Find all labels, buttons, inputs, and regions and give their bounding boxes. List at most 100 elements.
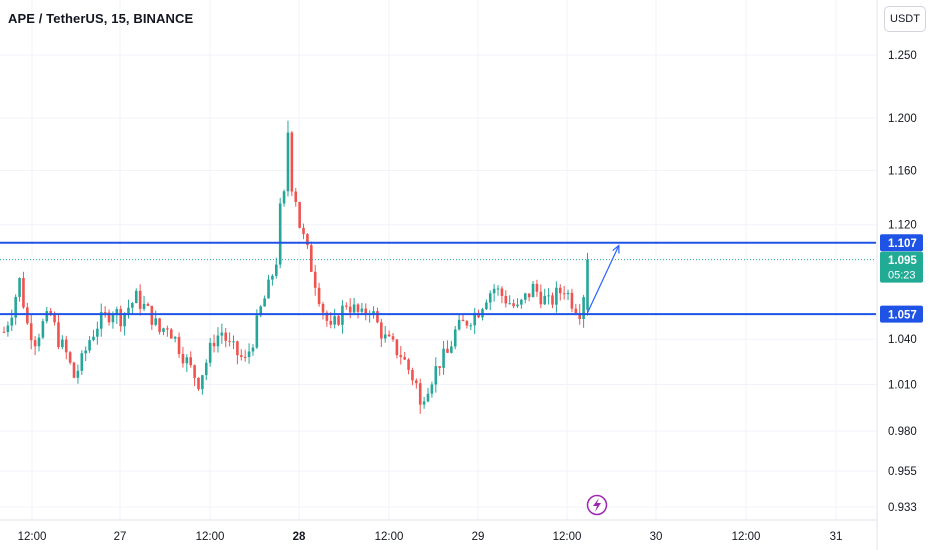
candle-up[interactable] (368, 310, 371, 323)
candle-down[interactable] (306, 233, 309, 249)
candle-down[interactable] (415, 378, 418, 389)
candle-up[interactable] (204, 359, 208, 381)
candle-up[interactable] (492, 284, 496, 302)
candle-up[interactable] (352, 297, 356, 316)
arrow-up-right-icon[interactable] (586, 244, 620, 313)
horizontal-levels[interactable] (0, 241, 876, 316)
candle-down[interactable] (228, 332, 231, 347)
candle-up[interactable] (10, 309, 14, 331)
candle-up[interactable] (566, 289, 570, 301)
candle-up[interactable] (123, 312, 126, 336)
candle-down[interactable] (411, 367, 414, 386)
candle-down[interactable] (243, 349, 247, 362)
candle-up[interactable] (434, 357, 438, 393)
candle-down[interactable] (504, 290, 508, 308)
candle-up[interactable] (251, 344, 255, 356)
candle-up[interactable] (131, 301, 134, 316)
candle-down[interactable] (313, 265, 317, 296)
candle-up[interactable] (516, 298, 519, 309)
candle-down[interactable] (169, 327, 173, 339)
candle-down[interactable] (325, 310, 329, 327)
candle-up[interactable] (208, 338, 212, 367)
candle-down[interactable] (294, 187, 298, 207)
candle-up[interactable] (142, 295, 146, 312)
candle-down[interactable] (500, 286, 504, 304)
candle-up[interactable] (555, 281, 558, 313)
candle-up[interactable] (115, 306, 119, 324)
candle-up[interactable] (76, 364, 80, 384)
candle-down[interactable] (399, 346, 403, 365)
candle-down[interactable] (446, 340, 449, 354)
candle-down[interactable] (197, 377, 200, 391)
candle-up[interactable] (383, 325, 387, 343)
candle-up[interactable] (154, 310, 158, 327)
candle-down[interactable] (33, 336, 37, 356)
candle-up[interactable] (275, 257, 278, 279)
candle-up[interactable] (523, 292, 527, 304)
candle-down[interactable] (539, 284, 543, 309)
candle-up[interactable] (341, 300, 344, 334)
candle-up[interactable] (96, 321, 99, 345)
candle-down[interactable] (107, 309, 111, 326)
candle-down[interactable] (290, 131, 294, 197)
candle-up[interactable] (286, 120, 290, 197)
candle-up[interactable] (263, 295, 266, 307)
candle-up[interactable] (450, 340, 453, 354)
candle-up[interactable] (84, 346, 87, 362)
candle-up[interactable] (173, 336, 177, 343)
candle-down[interactable] (535, 279, 539, 297)
candle-up[interactable] (271, 274, 274, 286)
chart-overlays[interactable] (586, 244, 620, 516)
candle-up[interactable] (37, 333, 41, 352)
candle-up[interactable] (430, 381, 434, 398)
candle-up[interactable] (185, 354, 189, 372)
candle-up[interactable] (508, 295, 511, 305)
candle-down[interactable] (512, 299, 515, 309)
candle-up[interactable] (586, 252, 589, 316)
candle-up[interactable] (88, 336, 91, 353)
candle-down[interactable] (570, 288, 574, 313)
candle-up[interactable] (547, 287, 550, 305)
candle-down[interactable] (465, 319, 469, 329)
candle-down[interactable] (298, 201, 301, 229)
candle-down[interactable] (103, 306, 107, 318)
candle-up[interactable] (162, 327, 165, 336)
candle-up[interactable] (442, 340, 445, 375)
candle-down[interactable] (395, 339, 399, 359)
candle-up[interactable] (333, 308, 336, 329)
candle-up[interactable] (255, 309, 259, 349)
candle-down[interactable] (68, 350, 72, 365)
candle-down[interactable] (2, 326, 6, 334)
candle-down[interactable] (356, 303, 360, 319)
candle-down[interactable] (348, 298, 352, 319)
candle-down[interactable] (558, 284, 562, 301)
candle-up[interactable] (61, 335, 64, 350)
candle-up[interactable] (473, 307, 476, 335)
lightning-icon[interactable] (586, 494, 608, 516)
candle-down[interactable] (64, 335, 68, 360)
candle-down[interactable] (177, 332, 181, 358)
candle-up[interactable] (134, 288, 138, 304)
candle-down[interactable] (146, 302, 150, 307)
candle-up[interactable] (18, 277, 21, 302)
candle-up[interactable] (6, 321, 10, 337)
candle-up[interactable] (453, 325, 457, 350)
candle-down[interactable] (22, 271, 25, 309)
candle-down[interactable] (317, 282, 321, 307)
candle-down[interactable] (376, 307, 379, 324)
candle-down[interactable] (119, 305, 122, 332)
candlestick-series[interactable] (2, 120, 589, 414)
candle-down[interactable] (527, 293, 531, 302)
candle-up[interactable] (259, 304, 263, 318)
candle-down[interactable] (150, 305, 154, 330)
candle-up[interactable] (582, 294, 585, 328)
candle-down[interactable] (212, 334, 216, 353)
candle-up[interactable] (543, 288, 547, 306)
candle-down[interactable] (189, 351, 193, 368)
candle-up[interactable] (360, 302, 364, 315)
candle-up[interactable] (220, 323, 224, 344)
candle-down[interactable] (438, 366, 441, 376)
candle-down[interactable] (418, 378, 422, 414)
candle-up[interactable] (92, 329, 95, 342)
